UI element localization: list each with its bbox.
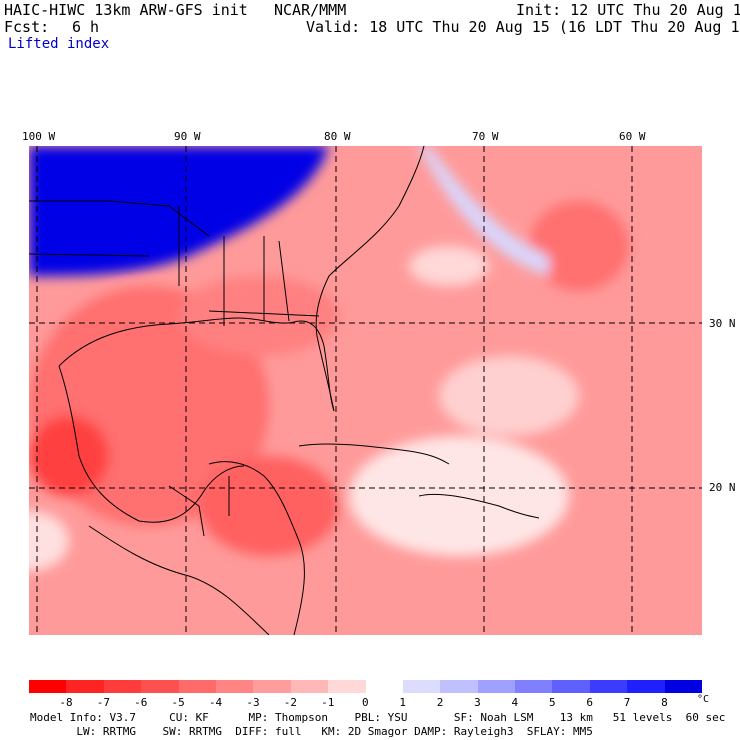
forecast-hour: 6 h <box>72 18 100 36</box>
colorbar-label: -7 <box>96 696 111 709</box>
warm-region-southeast <box>179 276 339 356</box>
colorbar-label: -1 <box>321 696 335 709</box>
colorbar-label: 0 <box>362 696 369 709</box>
lon-label-80w: 80 W <box>324 130 351 143</box>
colorbar-swatch <box>253 680 291 693</box>
colorbar-label: -5 <box>171 696 185 709</box>
colorbar <box>29 680 703 693</box>
colorbar-swatch <box>290 680 329 693</box>
atlantic-coast-line <box>315 146 425 412</box>
colorbar-swatch <box>178 680 216 693</box>
colorbar-swatch <box>215 680 254 693</box>
colorbar-swatch <box>440 680 478 693</box>
variable-name: Lifted index <box>8 36 110 52</box>
map-canvas <box>29 146 702 635</box>
colorbar-label: 5 <box>548 696 556 709</box>
colorbar-label: 3 <box>474 696 481 709</box>
colorbar-swatch <box>29 680 67 693</box>
pacific-coast-line <box>88 525 270 635</box>
forecast-label: Fcst: <box>4 18 50 36</box>
cuba-outline <box>298 443 450 465</box>
warm-region-atlantic <box>529 201 629 291</box>
warm-region-mexico <box>29 416 109 496</box>
warm-region-yucatan <box>199 456 339 556</box>
colorbar-swatch <box>402 680 441 693</box>
colorbar-label: 8 <box>661 696 668 709</box>
colorbar-swatch <box>66 680 104 693</box>
lat-label-30n: 30 N <box>709 317 736 330</box>
colorbar-label: -3 <box>246 696 260 709</box>
neutral-region-west-atlantic <box>439 356 579 436</box>
graticule <box>29 146 702 635</box>
country-borders <box>168 476 230 537</box>
colorbar-swatch <box>141 680 179 693</box>
model-title: HAIC-HIWC 13km ARW-GFS init <box>4 1 248 19</box>
central-america-coast <box>208 461 305 635</box>
mexico-coast-line <box>58 365 245 523</box>
colorbar-label: 4 <box>511 696 519 709</box>
colorbar-swatch <box>664 680 703 693</box>
lon-label-60w: 60 W <box>619 130 646 143</box>
gulf-coast-line <box>58 317 335 412</box>
lon-label-70w: 70 W <box>472 130 499 143</box>
colorbar-label: 7 <box>623 696 631 709</box>
lifted-index-map <box>29 146 702 635</box>
colorbar-label: -2 <box>283 696 297 709</box>
model-info-line2: LW: RRTMG SW: RRTMG DIFF: full KM: 2D Sm… <box>30 725 593 738</box>
model-info-line1: Model Info: V3.7 CU: KF MP: Thompson PBL… <box>30 711 726 724</box>
neutral-region-gulfstream <box>409 246 489 286</box>
lon-label-90w: 90 W <box>174 130 201 143</box>
colorbar-swatch <box>103 680 142 693</box>
colorbar-label: -8 <box>59 696 73 709</box>
neutral-region-caribbean <box>349 436 569 556</box>
lon-label-100w: 100 W <box>22 130 56 143</box>
colorbar-swatch <box>328 680 366 693</box>
hispaniola-outline <box>418 493 540 519</box>
init-time: Init: 12 UTC Thu 20 Aug 15 <box>516 1 740 19</box>
colorbar-swatch <box>552 680 590 693</box>
neutral-region-pacific <box>29 511 69 571</box>
colorbar-label: -4 <box>208 696 223 709</box>
valid-time: Valid: 18 UTC Thu 20 Aug 15 (16 LDT Thu … <box>306 18 740 36</box>
colorbar-swatch <box>627 680 665 693</box>
colorbar-label: 1 <box>399 696 406 709</box>
center-label: NCAR/MMM <box>274 1 347 19</box>
colorbar-swatch <box>515 680 553 693</box>
lat-label-20n: 20 N <box>709 481 736 494</box>
colorbar-swatch <box>477 680 516 693</box>
colorbar-label: 6 <box>586 696 593 709</box>
colorbar-unit: °C <box>697 694 710 705</box>
colorbar-swatch <box>589 680 628 693</box>
colorbar-label: -6 <box>134 696 148 709</box>
coastlines <box>29 146 540 635</box>
state-borders <box>29 200 320 326</box>
colorbar-swatch <box>365 680 403 693</box>
colorbar-label: 2 <box>436 696 444 709</box>
